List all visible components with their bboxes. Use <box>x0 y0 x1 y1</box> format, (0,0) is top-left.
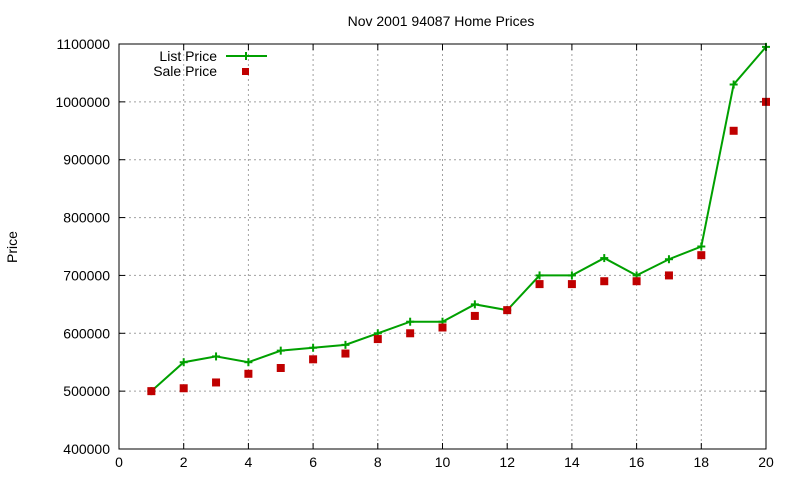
data-point-sale-price <box>309 355 318 364</box>
data-point-sale-price <box>212 378 221 387</box>
data-point-list-price <box>276 346 285 355</box>
data-point-list-price <box>179 358 188 367</box>
x-tick-label: 12 <box>499 454 515 470</box>
y-tick-label: 1000000 <box>55 94 110 110</box>
x-tick-label: 4 <box>245 454 253 470</box>
data-point-list-price <box>309 343 318 352</box>
data-point-sale-price <box>341 349 350 358</box>
legend-label-list-price: List Price <box>159 48 217 64</box>
data-point-sale-price <box>179 384 188 393</box>
data-point-list-price <box>212 352 221 361</box>
y-tick-label: 800000 <box>63 210 110 226</box>
data-point-list-price <box>600 254 609 263</box>
data-point-sale-price <box>244 369 253 378</box>
data-point-sale-price <box>567 280 576 289</box>
x-tick-label: 2 <box>180 454 188 470</box>
legend-label-sale-price: Sale Price <box>153 63 217 79</box>
data-point-sale-price <box>503 306 512 315</box>
data-point-sale-price <box>729 126 738 135</box>
x-tick-label: 16 <box>629 454 645 470</box>
data-point-sale-price <box>147 387 156 396</box>
y-axis-label: Price <box>4 231 20 263</box>
data-point-sale-price <box>276 364 285 372</box>
data-point-sale-price <box>406 329 415 338</box>
data-point-sale-price <box>697 251 706 260</box>
series-layer <box>147 42 770 396</box>
chart-title: Nov 2001 94087 Home Prices <box>348 13 535 29</box>
x-tick-label: 18 <box>694 454 710 470</box>
data-point-list-price <box>535 271 544 280</box>
series-line-list-price <box>150 46 767 392</box>
data-point-list-price <box>244 358 253 367</box>
data-point-list-price <box>567 271 576 280</box>
y-tick-label: 400000 <box>63 441 110 457</box>
data-point-sale-price <box>600 277 609 286</box>
data-point-sale-price <box>438 323 447 332</box>
grid-lines <box>119 44 766 449</box>
data-point-list-price <box>341 340 350 349</box>
data-point-sale-price <box>373 335 382 344</box>
data-point-sale-price <box>632 277 641 286</box>
y-tick-label: 700000 <box>63 267 110 283</box>
data-point-list-price <box>664 255 673 264</box>
x-tick-label: 8 <box>374 454 382 470</box>
data-point-list-price <box>470 300 479 309</box>
y-tick-label: 600000 <box>63 325 110 341</box>
x-tick-label: 10 <box>435 454 451 470</box>
x-tick-label: 6 <box>309 454 317 470</box>
plot-frame <box>118 43 767 450</box>
x-tick-label: 14 <box>564 454 580 470</box>
y-tick-label: 500000 <box>63 383 110 399</box>
data-point-list-price <box>406 317 415 326</box>
data-point-list-price <box>729 80 738 89</box>
axis-ticks: 400000 500000 600000 700000 800000 900000 1000… <box>55 36 774 470</box>
legend-marker-sale-price <box>242 68 249 75</box>
x-tick-label: 0 <box>115 454 123 470</box>
y-tick-label: 1100000 <box>57 36 111 52</box>
legend: List Price Sale Price <box>153 48 267 79</box>
data-point-sale-price <box>535 280 544 289</box>
data-point-sale-price <box>664 271 673 280</box>
y-tick-label: 900000 <box>63 152 110 168</box>
x-tick-label: 20 <box>758 454 774 470</box>
legend-marker-list-price <box>242 52 250 60</box>
data-point-sale-price <box>470 311 479 320</box>
data-point-list-price <box>697 242 706 251</box>
